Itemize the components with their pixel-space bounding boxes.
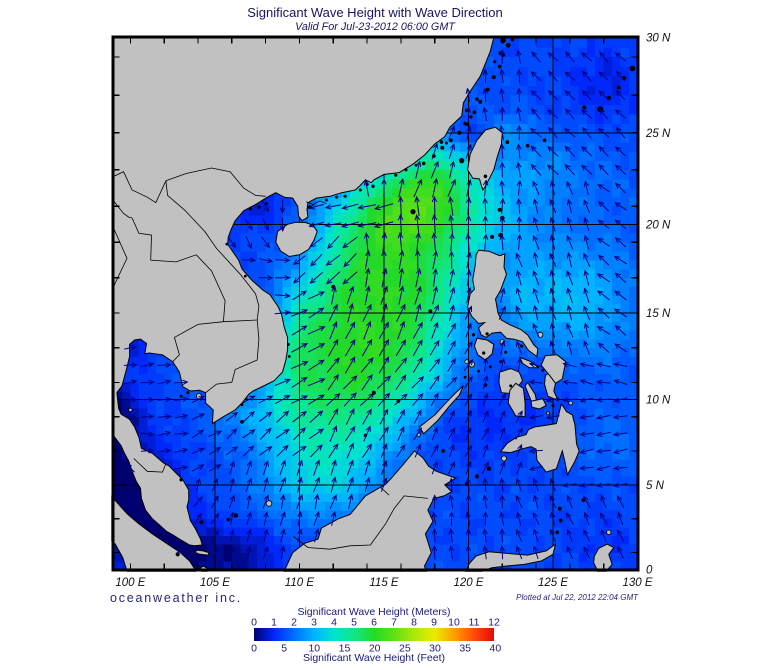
- svg-text:30 N: 30 N: [646, 33, 671, 45]
- svg-text:11: 11: [469, 617, 480, 629]
- svg-text:6: 6: [371, 617, 377, 629]
- svg-text:3: 3: [311, 617, 317, 629]
- svg-text:25 N: 25 N: [645, 128, 671, 140]
- svg-text:9: 9: [431, 617, 437, 629]
- svg-text:40: 40: [490, 643, 502, 655]
- svg-text:8: 8: [411, 617, 417, 629]
- svg-text:2: 2: [291, 617, 297, 629]
- svg-text:12: 12: [488, 617, 500, 629]
- svg-text:125 E: 125 E: [538, 577, 568, 589]
- svg-text:105 E: 105 E: [200, 577, 230, 589]
- svg-text:0: 0: [251, 643, 257, 655]
- svg-text:1: 1: [271, 617, 277, 629]
- svg-text:5 N: 5 N: [646, 480, 665, 492]
- svg-text:20 N: 20 N: [645, 219, 671, 231]
- svg-text:30: 30: [429, 643, 441, 655]
- svg-text:115 E: 115 E: [369, 577, 399, 589]
- svg-text:5: 5: [351, 617, 357, 629]
- svg-text:Significant Wave Height (Meter: Significant Wave Height (Meters): [297, 606, 450, 618]
- svg-text:15 N: 15 N: [646, 308, 671, 320]
- svg-text:7: 7: [391, 617, 397, 629]
- svg-text:oceanweather inc.: oceanweather inc.: [110, 591, 242, 605]
- svg-text:Valid For Jul-23-2012 06:00 GM: Valid For Jul-23-2012 06:00 GMT: [295, 21, 456, 33]
- svg-text:Significant Wave Height with W: Significant Wave Height with Wave Direct…: [247, 5, 503, 20]
- svg-text:100 E: 100 E: [115, 577, 145, 589]
- svg-text:120 E: 120 E: [453, 577, 483, 589]
- svg-text:20: 20: [369, 643, 381, 655]
- svg-text:110 E: 110 E: [285, 577, 315, 589]
- svg-text:0: 0: [646, 565, 653, 577]
- svg-text:5: 5: [281, 643, 287, 655]
- svg-text:4: 4: [331, 617, 337, 629]
- svg-text:35: 35: [459, 643, 471, 655]
- svg-text:10 N: 10 N: [646, 395, 671, 407]
- svg-text:Plotted at Jul 22, 2012 22:04: Plotted at Jul 22, 2012 22:04 GMT: [516, 593, 639, 602]
- svg-text:0: 0: [251, 617, 257, 629]
- svg-text:25: 25: [399, 643, 411, 655]
- svg-text:10: 10: [308, 643, 320, 655]
- svg-text:Significant Wave Height (Feet): Significant Wave Height (Feet): [303, 652, 445, 664]
- svg-text:130 E: 130 E: [622, 577, 652, 589]
- svg-text:10: 10: [448, 617, 460, 629]
- svg-text:15: 15: [339, 643, 351, 655]
